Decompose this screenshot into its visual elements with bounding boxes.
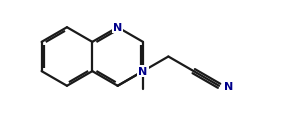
Text: N: N bbox=[113, 23, 122, 33]
Text: N: N bbox=[224, 81, 233, 91]
Text: N: N bbox=[139, 67, 148, 76]
